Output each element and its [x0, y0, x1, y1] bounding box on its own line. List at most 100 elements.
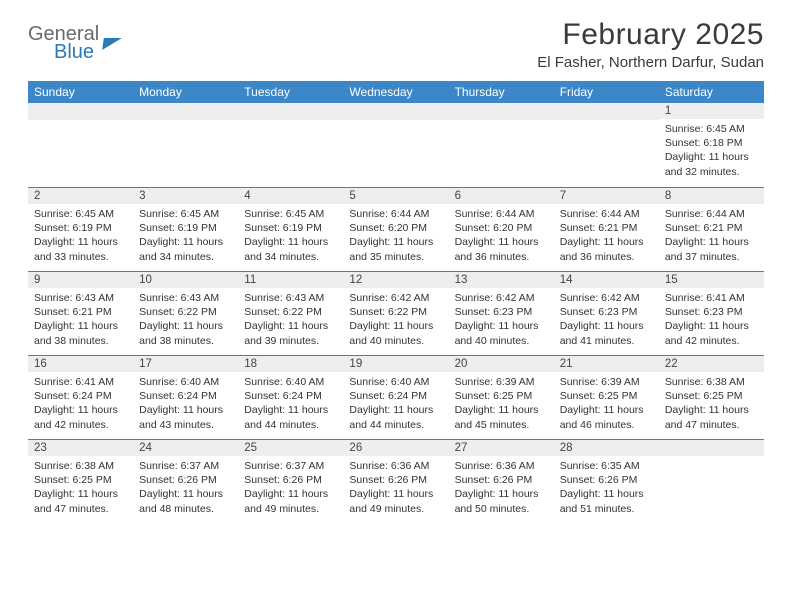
- sunset-text: Sunset: 6:23 PM: [665, 305, 758, 319]
- day-details: Sunrise: 6:39 AMSunset: 6:25 PMDaylight:…: [554, 372, 659, 438]
- logo-text-block: General Blue: [28, 24, 99, 62]
- day-cell: 28Sunrise: 6:35 AMSunset: 6:26 PMDayligh…: [554, 439, 659, 523]
- brand-bottom: Blue: [54, 42, 99, 62]
- sunrise-text: Sunrise: 6:40 AM: [139, 375, 232, 389]
- daylight-text: Daylight: 11 hours and 41 minutes.: [560, 319, 653, 347]
- sunset-text: Sunset: 6:26 PM: [560, 473, 653, 487]
- sunset-text: Sunset: 6:22 PM: [349, 305, 442, 319]
- daylight-text: Daylight: 11 hours and 44 minutes.: [349, 403, 442, 431]
- day-number: [133, 103, 238, 120]
- day-number: 7: [554, 187, 659, 204]
- day-details: Sunrise: 6:38 AMSunset: 6:25 PMDaylight:…: [28, 456, 133, 522]
- day-number: 9: [28, 271, 133, 288]
- day-number: [449, 103, 554, 120]
- sunrise-text: Sunrise: 6:39 AM: [560, 375, 653, 389]
- sunset-text: Sunset: 6:22 PM: [139, 305, 232, 319]
- day-details: Sunrise: 6:43 AMSunset: 6:22 PMDaylight:…: [133, 288, 238, 354]
- day-details: Sunrise: 6:39 AMSunset: 6:25 PMDaylight:…: [449, 372, 554, 438]
- day-cell: 11Sunrise: 6:43 AMSunset: 6:22 PMDayligh…: [238, 271, 343, 355]
- sunset-text: Sunset: 6:24 PM: [244, 389, 337, 403]
- day-details: Sunrise: 6:43 AMSunset: 6:22 PMDaylight:…: [238, 288, 343, 354]
- sunset-text: Sunset: 6:23 PM: [560, 305, 653, 319]
- sunrise-text: Sunrise: 6:37 AM: [139, 459, 232, 473]
- calendar-table: Sunday Monday Tuesday Wednesday Thursday…: [28, 81, 764, 523]
- day-number: 23: [28, 439, 133, 456]
- daylight-text: Daylight: 11 hours and 47 minutes.: [665, 403, 758, 431]
- sunset-text: Sunset: 6:26 PM: [244, 473, 337, 487]
- day-cell: 18Sunrise: 6:40 AMSunset: 6:24 PMDayligh…: [238, 355, 343, 439]
- day-number: 4: [238, 187, 343, 204]
- day-details: Sunrise: 6:42 AMSunset: 6:23 PMDaylight:…: [554, 288, 659, 354]
- day-cell: 15Sunrise: 6:41 AMSunset: 6:23 PMDayligh…: [659, 271, 764, 355]
- week-row: 2Sunrise: 6:45 AMSunset: 6:19 PMDaylight…: [28, 187, 764, 271]
- day-number: 21: [554, 355, 659, 372]
- sunset-text: Sunset: 6:22 PM: [244, 305, 337, 319]
- daylight-text: Daylight: 11 hours and 32 minutes.: [665, 150, 758, 178]
- sunrise-text: Sunrise: 6:36 AM: [349, 459, 442, 473]
- sunset-text: Sunset: 6:24 PM: [139, 389, 232, 403]
- daylight-text: Daylight: 11 hours and 40 minutes.: [455, 319, 548, 347]
- day-cell: 5Sunrise: 6:44 AMSunset: 6:20 PMDaylight…: [343, 187, 448, 271]
- day-number: 24: [133, 439, 238, 456]
- sunset-text: Sunset: 6:21 PM: [560, 221, 653, 235]
- daylight-text: Daylight: 11 hours and 35 minutes.: [349, 235, 442, 263]
- sunrise-text: Sunrise: 6:45 AM: [34, 207, 127, 221]
- day-details: Sunrise: 6:44 AMSunset: 6:20 PMDaylight:…: [449, 204, 554, 270]
- sunrise-text: Sunrise: 6:39 AM: [455, 375, 548, 389]
- sunrise-text: Sunrise: 6:44 AM: [349, 207, 442, 221]
- day-details: Sunrise: 6:41 AMSunset: 6:23 PMDaylight:…: [659, 288, 764, 354]
- day-details: Sunrise: 6:36 AMSunset: 6:26 PMDaylight:…: [343, 456, 448, 522]
- daylight-text: Daylight: 11 hours and 39 minutes.: [244, 319, 337, 347]
- sunrise-text: Sunrise: 6:42 AM: [560, 291, 653, 305]
- day-details: Sunrise: 6:38 AMSunset: 6:25 PMDaylight:…: [659, 372, 764, 438]
- sunrise-text: Sunrise: 6:44 AM: [560, 207, 653, 221]
- day-header: Wednesday: [343, 81, 448, 103]
- day-cell: 13Sunrise: 6:42 AMSunset: 6:23 PMDayligh…: [449, 271, 554, 355]
- day-cell: 22Sunrise: 6:38 AMSunset: 6:25 PMDayligh…: [659, 355, 764, 439]
- sunrise-text: Sunrise: 6:41 AM: [665, 291, 758, 305]
- brand-mark-icon: [102, 38, 122, 50]
- day-cell: 7Sunrise: 6:44 AMSunset: 6:21 PMDaylight…: [554, 187, 659, 271]
- day-details: Sunrise: 6:45 AMSunset: 6:19 PMDaylight:…: [28, 204, 133, 270]
- sunrise-text: Sunrise: 6:42 AM: [455, 291, 548, 305]
- sunset-text: Sunset: 6:23 PM: [455, 305, 548, 319]
- day-cell: 21Sunrise: 6:39 AMSunset: 6:25 PMDayligh…: [554, 355, 659, 439]
- day-number: 3: [133, 187, 238, 204]
- sunset-text: Sunset: 6:19 PM: [34, 221, 127, 235]
- daylight-text: Daylight: 11 hours and 36 minutes.: [560, 235, 653, 263]
- day-details: Sunrise: 6:35 AMSunset: 6:26 PMDaylight:…: [554, 456, 659, 522]
- day-number: 12: [343, 271, 448, 288]
- daylight-text: Daylight: 11 hours and 33 minutes.: [34, 235, 127, 263]
- sunset-text: Sunset: 6:26 PM: [455, 473, 548, 487]
- day-details: Sunrise: 6:37 AMSunset: 6:26 PMDaylight:…: [238, 456, 343, 522]
- day-number: 19: [343, 355, 448, 372]
- day-number: 22: [659, 355, 764, 372]
- brand-logo: General Blue: [28, 24, 121, 62]
- day-number: [554, 103, 659, 120]
- day-cell: 2Sunrise: 6:45 AMSunset: 6:19 PMDaylight…: [28, 187, 133, 271]
- day-header: Saturday: [659, 81, 764, 103]
- day-number: [343, 103, 448, 120]
- daylight-text: Daylight: 11 hours and 42 minutes.: [34, 403, 127, 431]
- day-cell: 19Sunrise: 6:40 AMSunset: 6:24 PMDayligh…: [343, 355, 448, 439]
- day-details: Sunrise: 6:42 AMSunset: 6:23 PMDaylight:…: [449, 288, 554, 354]
- daylight-text: Daylight: 11 hours and 50 minutes.: [455, 487, 548, 515]
- daylight-text: Daylight: 11 hours and 37 minutes.: [665, 235, 758, 263]
- sunrise-text: Sunrise: 6:42 AM: [349, 291, 442, 305]
- day-cell: [449, 103, 554, 187]
- sunrise-text: Sunrise: 6:45 AM: [244, 207, 337, 221]
- day-details: Sunrise: 6:44 AMSunset: 6:21 PMDaylight:…: [554, 204, 659, 270]
- day-number: 28: [554, 439, 659, 456]
- day-number: 17: [133, 355, 238, 372]
- day-header: Monday: [133, 81, 238, 103]
- day-header: Tuesday: [238, 81, 343, 103]
- day-number: 1: [659, 103, 764, 119]
- day-cell: 26Sunrise: 6:36 AMSunset: 6:26 PMDayligh…: [343, 439, 448, 523]
- month-title: February 2025: [537, 18, 764, 52]
- sunset-text: Sunset: 6:18 PM: [665, 136, 758, 150]
- week-row: 23Sunrise: 6:38 AMSunset: 6:25 PMDayligh…: [28, 439, 764, 523]
- day-number: 18: [238, 355, 343, 372]
- sunrise-text: Sunrise: 6:45 AM: [139, 207, 232, 221]
- week-row: 9Sunrise: 6:43 AMSunset: 6:21 PMDaylight…: [28, 271, 764, 355]
- day-cell: [133, 103, 238, 187]
